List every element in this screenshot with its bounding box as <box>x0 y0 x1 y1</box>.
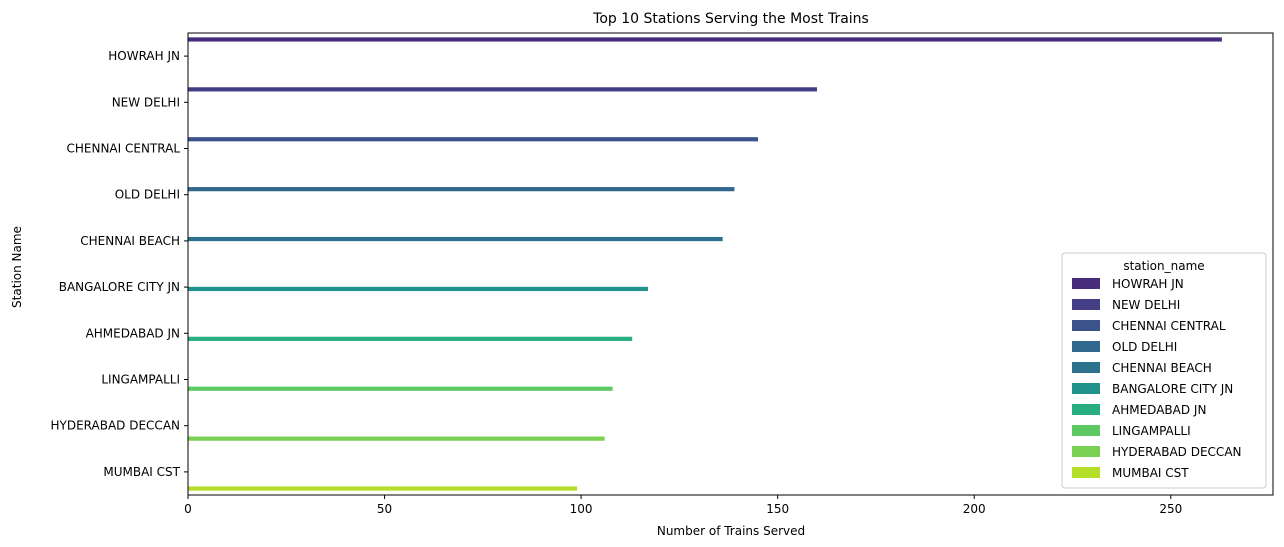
x-tick-label: 250 <box>1159 502 1182 516</box>
bar <box>188 37 1222 42</box>
y-tick-label: OLD DELHI <box>115 188 180 202</box>
x-tick-label: 150 <box>766 502 789 516</box>
legend-title: station_name <box>1123 259 1204 273</box>
legend-items: HOWRAH JN NEW DELHI CHENNAI CENTRAL OLD DEL… <box>1072 277 1242 480</box>
chart-title: Top 10 Stations Serving the Most Trains <box>592 11 869 27</box>
y-tick-label: NEW DELHI <box>112 95 180 109</box>
x-ticks-group: 0 50 100 150 200 250 <box>184 495 1182 516</box>
bar <box>188 486 578 491</box>
bar <box>188 87 817 92</box>
x-tick-label: 200 <box>963 502 986 516</box>
legend-swatch <box>1072 446 1100 457</box>
legend-swatch <box>1072 383 1100 394</box>
y-tick-label: HYDERABAD DECCAN <box>51 419 181 433</box>
x-axis-label: Number of Trains Served <box>657 524 805 538</box>
legend-swatch <box>1072 467 1100 478</box>
y-axis-label: Station Name <box>10 226 24 308</box>
y-tick-label: CHENNAI CENTRAL <box>66 142 180 156</box>
legend: station_name HOWRAH JN NEW DELHI CHENNAI C… <box>1061 252 1267 489</box>
y-ticks-group: HOWRAH JN NEW DELHI CHENNAI CENTRAL OLD DEL… <box>51 49 188 479</box>
plot-frame <box>187 32 1274 496</box>
y-tick-label: BANGALORE CITY JN <box>59 280 180 294</box>
bar <box>188 336 633 341</box>
legend-label: OLD DELHI <box>1112 340 1177 354</box>
x-tick-label: 50 <box>377 502 392 516</box>
legend-swatch <box>1072 341 1100 352</box>
legend-label: AHMEDABAD JN <box>1112 403 1206 417</box>
legend-label: CHENNAI BEACH <box>1112 361 1212 375</box>
legend-swatch <box>1072 299 1100 310</box>
y-tick-label: CHENNAI BEACH <box>80 234 180 248</box>
bar <box>188 386 613 391</box>
legend-swatch <box>1072 404 1100 415</box>
bar <box>188 286 648 292</box>
legend-swatch <box>1072 425 1100 436</box>
bars-group <box>188 37 1222 491</box>
legend-label: NEW DELHI <box>1112 298 1180 312</box>
legend-swatch <box>1072 362 1100 373</box>
legend-swatch <box>1072 320 1100 331</box>
x-tick-label: 100 <box>570 502 593 516</box>
legend-label: MUMBAI CST <box>1112 466 1189 480</box>
y-tick-label: MUMBAI CST <box>103 465 180 479</box>
x-tick-label: 0 <box>184 502 192 516</box>
legend-label: HYDERABAD DECCAN <box>1112 445 1242 459</box>
legend-label: LINGAMPALLI <box>1112 424 1191 438</box>
bar <box>188 236 723 242</box>
bar <box>188 436 605 441</box>
legend-label: HOWRAH JN <box>1112 277 1184 291</box>
bar <box>188 187 735 192</box>
bar <box>188 137 759 142</box>
legend-box <box>1061 252 1267 489</box>
y-tick-label: LINGAMPALLI <box>101 373 180 387</box>
legend-label: CHENNAI CENTRAL <box>1112 319 1226 333</box>
y-tick-label: HOWRAH JN <box>108 49 180 63</box>
legend-label: BANGALORE CITY JN <box>1112 382 1233 396</box>
y-tick-label: AHMEDABAD JN <box>86 326 180 340</box>
legend-swatch <box>1072 278 1100 289</box>
